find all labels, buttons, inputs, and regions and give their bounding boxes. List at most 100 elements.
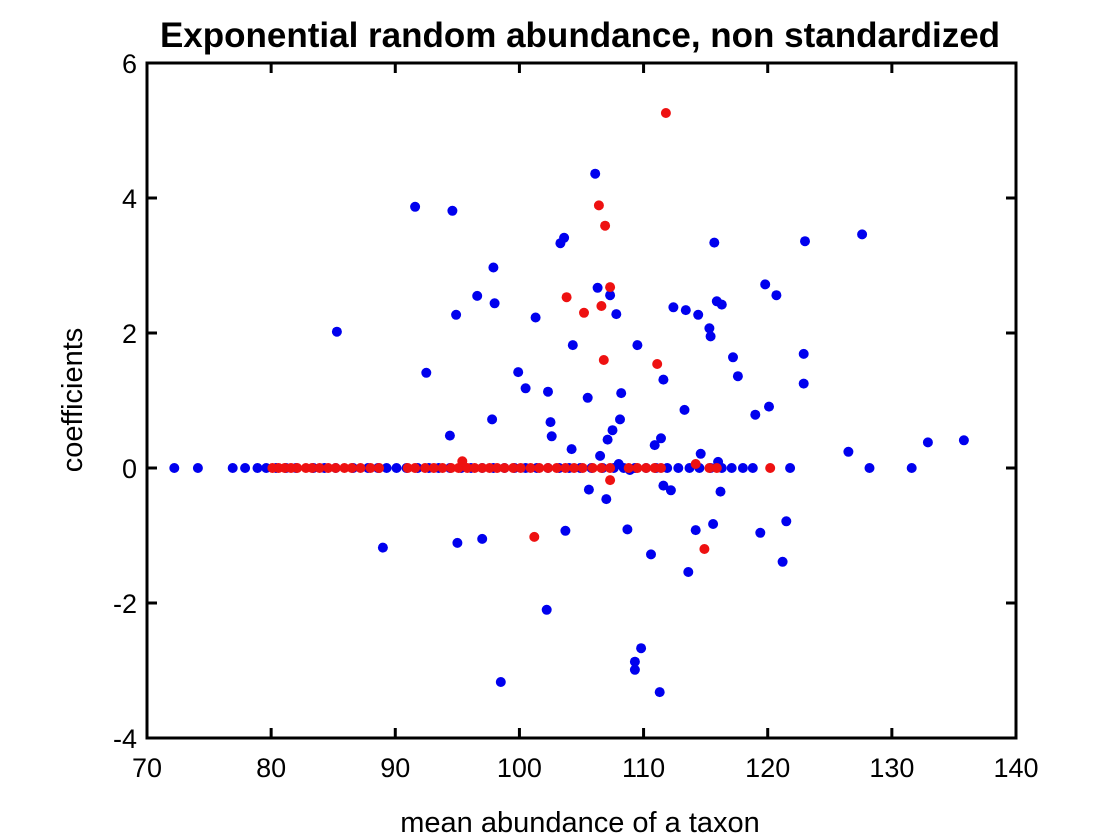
data-point-red xyxy=(632,463,643,473)
data-point-blue xyxy=(252,463,263,473)
data-point-blue xyxy=(602,434,613,445)
data-point-blue xyxy=(530,312,541,323)
y-tick-label: 6 xyxy=(122,49,137,79)
data-point-blue xyxy=(708,519,719,529)
x-tick-label: 90 xyxy=(380,753,410,783)
data-point-blue xyxy=(665,485,676,496)
data-point-blue xyxy=(452,537,463,548)
data-point-blue xyxy=(447,205,458,216)
data-point-blue xyxy=(520,383,531,394)
chart-title: Exponential random abundance, non standa… xyxy=(160,16,1000,55)
data-point-red xyxy=(711,463,722,473)
data-point-red xyxy=(543,463,553,473)
y-tick-label: -4 xyxy=(113,724,137,754)
x-tick-label: 110 xyxy=(622,753,665,783)
data-point-blue xyxy=(421,367,432,378)
data-point-blue xyxy=(616,388,627,399)
data-point-blue xyxy=(785,463,796,473)
data-point-red xyxy=(704,463,715,473)
data-point-red xyxy=(402,463,413,473)
data-point-blue xyxy=(489,298,500,309)
data-point-red xyxy=(307,463,318,473)
data-point-red xyxy=(292,463,303,473)
data-point-blue xyxy=(595,450,606,461)
data-point-blue xyxy=(726,463,737,473)
data-point-blue xyxy=(764,401,774,412)
data-point-red xyxy=(593,200,604,211)
data-point-red xyxy=(577,463,588,473)
data-point-blue xyxy=(771,290,782,301)
data-point-blue xyxy=(592,282,603,293)
data-point-red xyxy=(605,463,616,473)
data-point-red xyxy=(690,459,701,469)
x-tick-label: 120 xyxy=(745,753,790,783)
x-tick-label: 70 xyxy=(132,753,162,783)
data-point-blue xyxy=(646,549,656,560)
y-axis-label: coefficients xyxy=(57,328,89,473)
data-point-blue xyxy=(488,262,499,273)
data-point-blue xyxy=(451,309,462,320)
data-point-red xyxy=(660,108,671,118)
data-point-blue xyxy=(728,352,738,363)
data-point-blue xyxy=(632,340,643,351)
data-point-blue xyxy=(800,236,810,247)
data-point-red xyxy=(560,463,571,473)
data-point-blue xyxy=(922,437,933,448)
data-point-blue xyxy=(546,431,557,442)
data-point-red xyxy=(420,463,431,473)
data-point-blue xyxy=(777,556,788,567)
data-point-red xyxy=(765,463,776,473)
data-point-blue xyxy=(613,459,624,469)
data-point-red xyxy=(365,463,376,473)
data-point-red xyxy=(457,456,468,467)
data-point-red xyxy=(428,463,439,473)
data-point-blue xyxy=(668,302,679,313)
data-point-blue xyxy=(732,371,743,382)
data-point-blue xyxy=(559,232,570,243)
data-point-red xyxy=(339,463,350,473)
data-point-red xyxy=(515,463,526,473)
data-point-blue xyxy=(567,340,578,351)
data-point-blue xyxy=(716,299,727,310)
data-point-blue xyxy=(331,326,342,337)
data-point-blue xyxy=(636,643,647,654)
x-tick-label: 100 xyxy=(497,753,542,783)
data-point-blue xyxy=(622,524,633,535)
data-point-red xyxy=(598,355,609,365)
data-point-blue xyxy=(590,168,601,179)
y-tick-label: -2 xyxy=(113,589,137,619)
data-point-red xyxy=(600,220,611,231)
data-point-blue xyxy=(798,378,809,389)
data-point-blue xyxy=(192,463,203,473)
data-point-red xyxy=(508,463,519,473)
data-point-blue xyxy=(747,463,758,473)
data-point-blue xyxy=(541,604,552,615)
data-point-red xyxy=(534,463,545,473)
data-point-blue xyxy=(566,444,577,455)
data-point-blue xyxy=(737,463,748,473)
data-point-red xyxy=(446,463,457,473)
data-point-red xyxy=(484,463,495,473)
data-point-blue xyxy=(673,463,684,473)
data-point-blue xyxy=(857,229,868,240)
data-point-red xyxy=(330,463,341,473)
data-point-blue xyxy=(601,494,612,505)
data-point-blue xyxy=(513,367,524,378)
data-point-red xyxy=(623,463,634,473)
data-point-blue xyxy=(240,463,251,473)
y-tick-label: 4 xyxy=(122,184,137,214)
data-point-red xyxy=(561,292,572,303)
data-point-blue xyxy=(444,430,455,441)
data-point-red xyxy=(699,544,710,554)
y-tick-label: 2 xyxy=(122,319,137,349)
data-point-blue xyxy=(615,414,625,425)
data-point-blue xyxy=(605,290,616,301)
data-point-blue xyxy=(715,486,726,497)
data-point-red xyxy=(656,463,666,473)
data-point-blue xyxy=(709,237,720,248)
data-point-blue xyxy=(680,305,691,316)
data-point-red xyxy=(596,301,607,311)
data-point-blue xyxy=(607,425,618,436)
data-point-blue xyxy=(629,656,640,667)
data-point-red xyxy=(492,463,503,473)
